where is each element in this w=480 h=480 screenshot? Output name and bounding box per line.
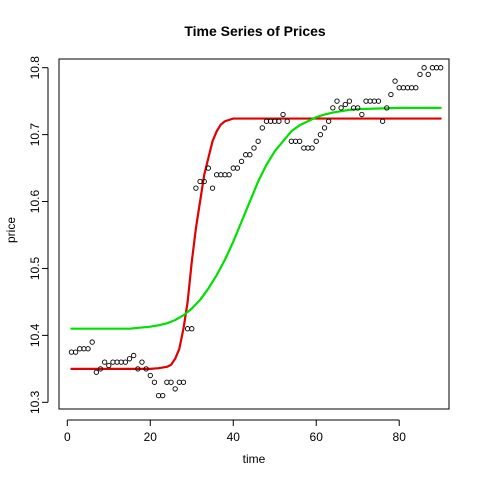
data-point bbox=[280, 111, 286, 118]
data-point bbox=[313, 138, 319, 144]
data-point bbox=[93, 369, 99, 375]
data-point bbox=[135, 366, 141, 372]
data-point bbox=[168, 379, 174, 385]
x-axis-label: time bbox=[243, 452, 266, 466]
x-tick-label: 0 bbox=[64, 430, 71, 444]
data-point bbox=[359, 111, 365, 118]
series-layer bbox=[70, 106, 442, 370]
y-axis-label: price bbox=[4, 217, 18, 243]
data-point bbox=[122, 359, 129, 365]
data-point bbox=[379, 118, 386, 124]
data-point bbox=[330, 105, 336, 111]
data-point bbox=[147, 372, 153, 379]
data-point bbox=[321, 125, 328, 131]
chart-title: Time Series of Prices bbox=[184, 23, 326, 39]
data-point bbox=[388, 91, 394, 98]
data-point bbox=[72, 349, 79, 355]
data-point bbox=[189, 326, 195, 332]
x-tick-label: 80 bbox=[393, 430, 407, 444]
x-ticks: 0 20 40 60 80 bbox=[64, 420, 406, 444]
y-tick-label: 10.8 bbox=[28, 56, 42, 80]
green-fitted-curve-line bbox=[70, 106, 442, 330]
data-point bbox=[226, 172, 232, 178]
plot-frame bbox=[58, 58, 450, 410]
data-point bbox=[255, 138, 261, 144]
data-point bbox=[375, 98, 382, 104]
y-tick-label: 10.3 bbox=[28, 390, 42, 414]
x-tick-label: 20 bbox=[144, 430, 158, 444]
data-point bbox=[205, 165, 212, 171]
data-point bbox=[97, 366, 104, 372]
data-point bbox=[126, 356, 133, 362]
data-point bbox=[355, 105, 361, 111]
data-point bbox=[160, 392, 166, 399]
data-point bbox=[421, 65, 427, 71]
y-tick-label: 10.4 bbox=[28, 323, 42, 347]
data-point bbox=[417, 71, 423, 78]
data-point bbox=[259, 125, 265, 131]
data-point bbox=[309, 145, 315, 151]
points-layer bbox=[68, 65, 444, 399]
data-point bbox=[101, 359, 108, 365]
data-point bbox=[346, 98, 353, 104]
data-point bbox=[247, 152, 253, 158]
x-axis: 0 20 40 60 80 bbox=[64, 419, 406, 444]
data-point bbox=[89, 339, 95, 345]
data-point bbox=[284, 118, 290, 124]
data-point bbox=[276, 118, 282, 124]
y-axis: 10.3 10.4 10.5 10.6 10.7 10.8 bbox=[28, 56, 49, 414]
data-point bbox=[296, 138, 303, 144]
data-point bbox=[85, 346, 91, 352]
data-point bbox=[326, 118, 332, 124]
data-point bbox=[413, 85, 419, 91]
y-ticks: 10.3 10.4 10.5 10.6 10.7 10.8 bbox=[28, 56, 48, 414]
data-point bbox=[338, 105, 344, 111]
data-point bbox=[342, 101, 348, 108]
data-point bbox=[425, 71, 431, 78]
data-point bbox=[180, 379, 187, 385]
data-point bbox=[317, 131, 324, 138]
data-point bbox=[106, 362, 112, 369]
data-point bbox=[139, 359, 145, 365]
y-tick-label: 10.7 bbox=[28, 123, 42, 147]
data-point bbox=[234, 165, 241, 171]
y-tick-label: 10.6 bbox=[28, 190, 42, 214]
data-point bbox=[201, 178, 207, 185]
data-point bbox=[384, 105, 390, 111]
data-point bbox=[392, 78, 398, 84]
data-point bbox=[238, 158, 245, 165]
data-point bbox=[438, 65, 444, 71]
data-point bbox=[143, 366, 149, 372]
red-fitted-curve-line bbox=[70, 117, 442, 370]
data-point bbox=[251, 145, 257, 151]
data-point bbox=[131, 352, 137, 359]
x-tick-label: 40 bbox=[227, 430, 241, 444]
y-tick-label: 10.5 bbox=[28, 256, 42, 280]
x-tick-label: 60 bbox=[310, 430, 324, 444]
data-point bbox=[151, 379, 158, 385]
data-point bbox=[334, 98, 340, 104]
data-point bbox=[209, 185, 216, 191]
data-point bbox=[193, 185, 199, 191]
data-point bbox=[172, 386, 178, 392]
